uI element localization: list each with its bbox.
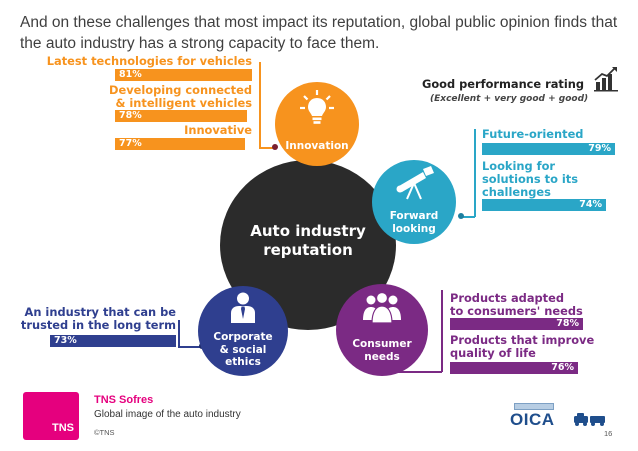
businessman-icon	[230, 292, 256, 324]
forward-item-2-label: Looking for solutions to its challenges	[482, 160, 578, 199]
forward-item-2-label-line2: solutions to its	[482, 172, 579, 186]
innovation-item-1-value: 81%	[119, 69, 142, 80]
innovation-item-1-label: Latest technologies for vehicles	[46, 54, 252, 68]
innovation-connector-h	[259, 147, 277, 149]
corporate-item-1-label-line2: trusted in the long term	[20, 318, 176, 332]
bar-chart-icon	[593, 66, 619, 92]
consumer-item-1-bar: 78%	[450, 318, 583, 330]
forward-item-1-bar: 79%	[482, 143, 615, 155]
forward-circle	[372, 160, 456, 244]
consumer-label-line2: needs	[364, 351, 400, 363]
forward-item-2-value: 74%	[579, 199, 602, 210]
consumer-item-2-label-line1: Products that improve	[450, 333, 595, 347]
lightbulb-icon	[300, 90, 334, 126]
consumer-label: Consumer needs	[336, 338, 428, 364]
center-label-line1: Auto industry	[250, 222, 366, 240]
corporate-item-1-value: 73%	[54, 335, 77, 346]
center-label: Auto industry reputation	[220, 222, 396, 260]
corporate-item-1-bar: 73%	[50, 335, 176, 347]
corporate-connector-h	[178, 346, 202, 348]
corporate-label-line1: Corporate	[213, 331, 273, 343]
consumer-item-2-value: 76%	[551, 362, 574, 373]
forward-connector-dot	[458, 213, 464, 219]
innovation-item-3-label: Innovative	[184, 123, 252, 137]
legend-title: Good performance rating	[422, 77, 585, 91]
consumer-connector-h	[395, 371, 442, 373]
page-number: 16	[604, 429, 613, 438]
consumer-item-1-label-line1: Products adapted	[450, 291, 565, 305]
forward-label-line1: Forward	[389, 210, 439, 222]
forward-connector-h	[462, 216, 475, 218]
center-label-line2: reputation	[263, 241, 353, 259]
innovation-item-2-bar: 78%	[115, 110, 247, 122]
headline: And on these challenges that most impact…	[20, 14, 618, 52]
innovation-item-3-value: 77%	[119, 138, 142, 149]
consumer-item-1-label: Products adapted to consumers' needs	[450, 292, 583, 318]
innovation-item-2-label: Developing connected & intelligent vehic…	[40, 84, 252, 110]
innovation-circle	[275, 82, 359, 166]
innovation-item-2-label-line1: Developing connected	[109, 83, 252, 97]
consumer-item-1-value: 78%	[556, 318, 579, 329]
innovation-item-1-bar: 81%	[115, 69, 252, 81]
consumer-item-2-label-line2: quality of life	[450, 346, 536, 360]
consumer-item-2-bar: 76%	[450, 362, 578, 374]
forward-item-2-label-line1: Looking for	[482, 159, 556, 173]
oica-logo: OICA	[508, 402, 608, 432]
innovation-item-2-label-line2: & intelligent vehicles	[115, 96, 252, 110]
corporate-label: Corporate & social ethics	[198, 331, 288, 369]
forward-label-line2: looking	[392, 223, 436, 235]
corporate-item-1-label-line1: An industry that can be	[24, 305, 176, 319]
consumer-item-2-label: Products that improve quality of life	[450, 334, 594, 360]
innovation-item-2-value: 78%	[119, 110, 142, 121]
forward-connector	[474, 129, 476, 217]
footer-subtitle: Global image of the auto industry	[94, 409, 241, 420]
footer-brand: TNS Sofres	[94, 394, 154, 406]
tns-logo: TNS	[23, 392, 79, 440]
consumer-item-1-label-line2: to consumers' needs	[450, 304, 583, 318]
consumer-connector	[441, 290, 443, 372]
corporate-item-1-label: An industry that can be trusted in the l…	[4, 306, 176, 332]
innovation-item-3-bar: 77%	[115, 138, 245, 150]
forward-label: Forward looking	[372, 210, 456, 236]
telescope-icon	[395, 166, 435, 200]
people-icon	[362, 291, 402, 324]
oica-logo-text: OICA	[510, 410, 555, 429]
innovation-connector-dot	[272, 144, 278, 150]
corporate-label-line2: & social	[219, 343, 267, 356]
footer-copyright: ©TNS	[94, 428, 115, 437]
corporate-connector	[178, 320, 180, 347]
innovation-label: Innovation	[285, 140, 349, 152]
tns-logo-text: TNS	[52, 422, 74, 434]
forward-item-2-label-line3: challenges	[482, 185, 551, 199]
legend-subtitle: (Excellent + very good + good)	[430, 94, 589, 104]
corporate-label-line3: ethics	[225, 356, 261, 368]
innovation-connector	[259, 62, 261, 148]
forward-item-1-label: Future-oriented	[482, 127, 584, 141]
forward-item-2-bar: 74%	[482, 199, 606, 211]
consumer-label-line1: Consumer	[352, 338, 412, 350]
forward-item-1-value: 79%	[588, 143, 611, 154]
